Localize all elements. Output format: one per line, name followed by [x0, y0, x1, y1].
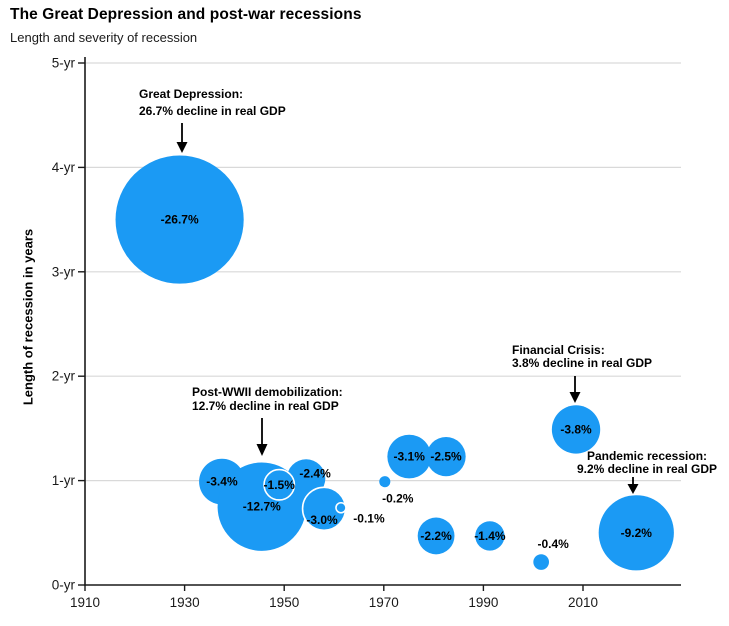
bubble-label-recession-2001: -0.4%	[537, 537, 569, 551]
bubble-recession-1980	[417, 517, 455, 555]
y-tick-label-4-yr: 4-yr	[52, 160, 76, 175]
bubble-label-pandemic-recession-2020: -9.2%	[621, 526, 653, 540]
x-tick-label-1950: 1950	[269, 595, 299, 610]
axes: 1910 1930 1950 1970 1990 2010 0-yr 1-yr 2-yr 3-yr…	[52, 56, 681, 610]
bubble-financial-crisis-2008	[551, 405, 601, 454]
chart-title: The Great Depression and post-war recess…	[10, 6, 362, 23]
chart-subtitle: Length and severity of recession	[10, 30, 198, 45]
bubble-label-post-wwii-demobilization: -12.7%	[243, 500, 281, 514]
annotation-line1: Pandemic recession:	[586, 449, 708, 463]
annotation-line2: 12.7% decline in real GDP	[192, 399, 339, 413]
x-tick-label-2010: 2010	[568, 595, 598, 610]
bubble-label-recession-1960: -0.1%	[353, 512, 385, 526]
annotation-arrows	[176, 123, 639, 494]
bubble-label-financial-crisis-2008: -3.8%	[560, 422, 592, 436]
bubble-recession-1969	[379, 476, 391, 488]
x-tick-label-1930: 1930	[170, 595, 200, 610]
bubble-label-recession-1973: -3.1%	[394, 450, 426, 464]
bubble-recession-1973	[387, 434, 432, 479]
bubble-label-recession-1957: -3.0%	[306, 513, 338, 527]
y-tick-label-0-yr: 0-yr	[52, 578, 76, 593]
pandemic-arrow-head	[627, 484, 639, 494]
post-wwii-arrow-head	[256, 444, 268, 456]
financial-crisis-arrow	[569, 376, 581, 403]
y-tick-label-2-yr: 2-yr	[52, 369, 76, 384]
bubble-label-recession-1980: -2.2%	[420, 529, 452, 543]
bubble-label-recession-1953: -2.4%	[299, 467, 331, 481]
y-tick-label-3-yr: 3-yr	[52, 264, 76, 279]
bubble-recession-2001	[533, 554, 550, 570]
annotation-line2: 26.7% decline in real GDP	[139, 104, 286, 118]
great-depression-arrow	[176, 123, 188, 153]
bubble-recession-1948	[263, 468, 296, 501]
x-tick-label-1970: 1970	[369, 595, 399, 610]
annotation-post-wwii: Post-WWII demobilization: 12.7% decline …	[192, 385, 343, 413]
financial-crisis-arrow-head	[569, 392, 581, 403]
annotation-pandemic: Pandemic recession: 9.2% decline in real…	[564, 450, 729, 476]
bubble-recession-1990	[475, 521, 505, 551]
bubble-label-recession-1990: -1.4%	[474, 529, 506, 543]
great-depression-arrow-head	[176, 142, 188, 153]
annotation-line2: 3.8% decline in real GDP	[512, 356, 653, 370]
bubble-label-recession-1937: -3.4%	[206, 475, 238, 489]
y-tick-label-1-yr: 1-yr	[52, 473, 76, 488]
annotation-financial-crisis: Financial Crisis: 3.8% decline in real G…	[512, 344, 652, 370]
bubble-label-recession-1981: -2.5%	[430, 450, 462, 464]
bubble-recession-1981	[426, 436, 466, 477]
bubble-label-great-depression-1929: -26.7%	[161, 213, 199, 227]
bubble-labels: -26.7% -3.4% -12.7% -2.4%-1.5% -3.0% -0.1% -0.…	[161, 213, 653, 551]
x-tick-label-1990: 1990	[468, 595, 498, 610]
bubble-label-recession-1948: -1.5%	[264, 478, 296, 492]
bubble-recession-1953	[286, 459, 326, 498]
x-tick-label-1910: 1910	[70, 595, 100, 610]
bubble-pandemic-recession-2020	[598, 495, 674, 571]
post-wwii-arrow	[256, 418, 268, 456]
annotation-line1: Great Depression:	[139, 87, 244, 101]
annotation-line1: Post-WWII demobilization:	[192, 385, 343, 399]
bubbles	[115, 155, 674, 571]
annotation-line1: Financial Crisis:	[512, 343, 605, 357]
annotation-line2: 9.2% decline in real GDP	[576, 462, 718, 476]
bubble-great-depression-1929	[115, 155, 244, 284]
bubble-recession-1960	[335, 501, 347, 514]
bubble-label-recession-1969: -0.2%	[382, 492, 414, 506]
pandemic-arrow	[627, 477, 639, 494]
annotation-great-depression: Great Depression: 26.7% decline in real …	[139, 86, 286, 120]
y-tick-label-5-yr: 5-yr	[52, 56, 76, 71]
